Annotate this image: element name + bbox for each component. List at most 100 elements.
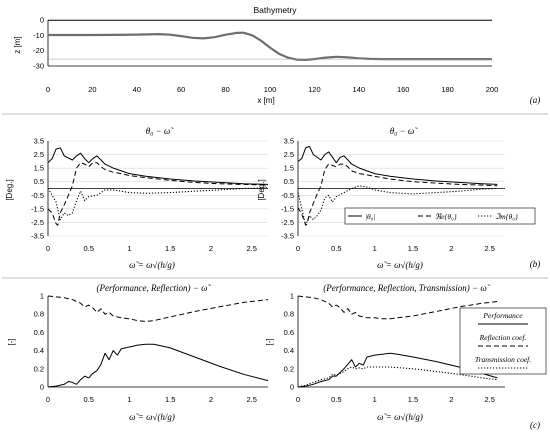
series-dashed-line (297, 163, 498, 226)
x-tick-label: 2.5 (246, 244, 256, 253)
y-tick-label: -30 (33, 62, 44, 71)
x-tick-label: 1.5 (165, 244, 175, 253)
series-dashed-line (297, 295, 498, 320)
y-tick-label: 0.4 (284, 346, 294, 355)
series-dashed-line (47, 295, 269, 322)
performance-chart-left: 0 0.5 1 1.5 2 2.5 1 0.8 0.6 0.4 0.2 0 (34, 292, 269, 404)
series-dotted-line (297, 366, 498, 388)
x-tick-label: 2.5 (484, 244, 494, 253)
x-tick-label: 2.5 (484, 395, 494, 404)
y-tick-label: 2.5 (284, 150, 294, 159)
x-tick-label: 2 (209, 395, 213, 404)
x-tick-label: 80 (221, 85, 229, 94)
legend-label: ℑm{θ₀} (495, 212, 518, 221)
y-tick-label: 0.6 (284, 328, 294, 337)
y-tick-label: -3.5 (31, 232, 44, 241)
x-tick-label: 1.5 (408, 244, 418, 253)
y-tick-label: 0 (40, 16, 44, 25)
x-axis-label: ω̃ = ω√(h/g) (377, 260, 423, 270)
performance-chart-right: 0 0.5 1 1.5 2 2.5 1 0.8 0.6 0.4 0.2 0 (284, 292, 505, 404)
x-tick-label: 1 (127, 244, 131, 253)
y-tick-label: 0 (290, 383, 294, 392)
x-tick-label: 160 (397, 85, 410, 94)
x-axis-label: x [m] (257, 96, 274, 105)
legend-label: Reflection coef. (479, 333, 527, 342)
chart-title: (Performance, Reflection, Transmission) … (323, 283, 490, 293)
legend-label: Transmission coef. (475, 355, 531, 364)
x-tick-label: 180 (441, 85, 454, 94)
y-axis-label: [-] (265, 338, 274, 345)
series-solid-line (47, 147, 269, 185)
y-tick-label: 0.6 (34, 328, 44, 337)
x-tick-label: 20 (88, 85, 96, 94)
x-tick-label: 40 (133, 85, 141, 94)
theta-chart-left: 0 0.5 1 1.5 2 2.5 3.5 2.5 1.5 0.5 -0.5 -1.5 -2.5 -3.5 (31, 137, 269, 253)
y-tick-label: 0.8 (34, 310, 44, 319)
y-tick-label: 0.5 (284, 177, 294, 186)
x-axis-label: ω̃ = ω√(h/g) (129, 260, 175, 270)
y-tick-label: 1 (290, 292, 294, 301)
chart-title: Bathymetry (254, 5, 298, 15)
x-tick-label: 2 (449, 244, 453, 253)
x-tick-label: 0.5 (84, 244, 94, 253)
legend-label: Performance (482, 311, 523, 320)
x-tick-label: 60 (177, 85, 185, 94)
x-tick-label: 0.5 (331, 244, 341, 253)
legend-box (459, 307, 547, 375)
x-tick-label: 1 (373, 395, 377, 404)
x-tick-label: 0.5 (84, 395, 94, 404)
x-tick-label: 2.5 (246, 395, 256, 404)
series-solid-line (297, 145, 498, 185)
series-solid-line (297, 352, 498, 388)
x-tick-label: 1 (373, 244, 377, 253)
x-tick-label: 140 (353, 85, 366, 94)
series-dotted-line (47, 187, 269, 221)
y-axis-label: [-] (7, 338, 16, 345)
y-axis-label: [Deg.] (5, 179, 14, 200)
chart-title: (Performance, Reflection) − ω̃ (97, 283, 212, 293)
y-tick-label: 3.5 (34, 137, 44, 146)
x-axis-label: ω̃ = ω√(h/g) (377, 412, 423, 422)
y-tick-label: 1 (40, 292, 44, 301)
y-tick-label: 3.5 (284, 137, 294, 146)
performance-legend: Performance Reflection coef. Transmission … (459, 307, 547, 375)
chart-title: θ₀ − ω̃ (146, 126, 174, 136)
y-tick-label: -0.5 (281, 191, 294, 200)
y-tick-label: -3.5 (281, 232, 294, 241)
y-tick-label: 0.2 (284, 364, 294, 373)
y-tick-label: -2.5 (281, 218, 294, 227)
legend-box (344, 207, 536, 225)
x-tick-label: 120 (308, 85, 321, 94)
panel-label: (a) (530, 95, 541, 105)
x-tick-label: 0 (296, 244, 300, 253)
x-tick-label: 2 (209, 244, 213, 253)
series-bathy-line (48, 31, 492, 62)
y-tick-label: -1.5 (281, 204, 294, 213)
legend-label: ℜe{θ₀} (435, 212, 457, 221)
y-tick-label: -2.5 (31, 218, 44, 227)
x-tick-label: 0 (46, 395, 50, 404)
y-tick-label: 0.2 (34, 364, 44, 373)
x-tick-label: 0 (296, 395, 300, 404)
x-axis-label: ω̃ = ω√(h/g) (129, 412, 175, 422)
y-axis-label: [Deg.] (257, 179, 266, 200)
x-tick-label: 1.5 (165, 395, 175, 404)
x-tick-label: 100 (264, 85, 277, 94)
panel-label: (b) (530, 259, 541, 269)
chart-title: θ₀ − ω̃ (390, 126, 418, 136)
y-tick-label: 0 (40, 383, 44, 392)
legend-label: |θ₀| (365, 212, 375, 221)
bathymetry-chart: 0 20 40 60 80 100 120 140 160 180 200 0 -10 -20 -30 (33, 16, 498, 95)
y-tick-label: -20 (33, 46, 44, 55)
theta-chart-right: 0 0.5 1 1.5 2 2.5 3.5 2.5 1.5 0.5 -0.5 -1.5 -2.5 -3.5 (281, 137, 505, 253)
series-solid-line (47, 343, 269, 388)
y-tick-label: 0.8 (284, 310, 294, 319)
theta-legend: |θ₀| ℜe{θ₀} ℑm{θ₀} (344, 207, 536, 225)
x-tick-label: 0.5 (331, 395, 341, 404)
y-tick-label: -10 (33, 31, 44, 40)
y-tick-label: 1.5 (34, 164, 44, 173)
panel-label: (c) (530, 420, 540, 430)
x-tick-label: 1.5 (408, 395, 418, 404)
x-tick-label: 2 (449, 395, 453, 404)
x-tick-label: 0 (46, 85, 50, 94)
